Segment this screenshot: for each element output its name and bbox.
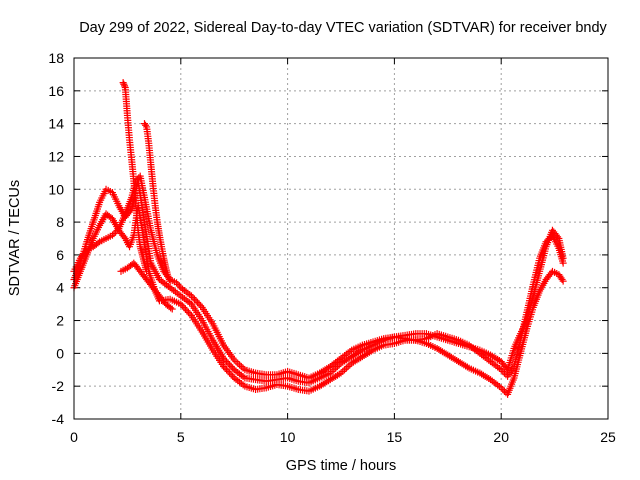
data-point [167, 304, 175, 312]
data-point [227, 371, 235, 379]
data-point [224, 367, 232, 375]
data-point [120, 233, 128, 241]
data-point [224, 359, 232, 367]
data-point [168, 305, 176, 313]
data-point [108, 231, 116, 239]
data-point [227, 362, 235, 370]
data-point [342, 364, 350, 372]
series-spike-c [117, 259, 176, 313]
data-point [187, 292, 195, 300]
data-point [192, 297, 200, 305]
data-point [164, 272, 172, 280]
data-point [194, 298, 202, 306]
data-point [191, 295, 199, 303]
y-tick-label: 18 [48, 50, 64, 66]
y-axis-title: SDTVAR / TECUs [7, 180, 23, 296]
data-point [497, 366, 505, 374]
data-point [220, 362, 228, 370]
data-point [223, 358, 231, 366]
data-point [175, 282, 183, 290]
data-point [119, 79, 127, 87]
y-tick-label: 14 [48, 116, 64, 132]
data-point [181, 305, 189, 313]
data-point [558, 276, 566, 284]
series-track-c [70, 172, 567, 382]
data-point [221, 364, 229, 372]
x-tick-label: 10 [280, 429, 296, 445]
data-point [559, 259, 567, 267]
data-point [500, 369, 508, 377]
data-point [344, 362, 352, 370]
series-spike-b [140, 120, 174, 285]
x-tick-label: 5 [177, 429, 185, 445]
data-point [178, 302, 186, 310]
plot-frame [73, 57, 609, 420]
data-point [234, 359, 242, 367]
data-point [499, 385, 507, 393]
series-spike-a [119, 79, 151, 275]
chart-title: Day 299 of 2022, Sidereal Day-to-day VTE… [79, 20, 607, 36]
y-tick-label: 6 [56, 247, 64, 263]
data-point [545, 235, 553, 242]
y-tick-label: 12 [48, 148, 64, 164]
data-point [165, 276, 173, 284]
data-point [110, 230, 118, 238]
data-point [186, 310, 194, 318]
data-point [544, 236, 552, 244]
data-point [166, 277, 174, 285]
data-point [229, 372, 237, 380]
x-axis-title: GPS time / hours [286, 458, 396, 474]
data-point [559, 277, 567, 285]
data-point [497, 384, 505, 392]
data-point [223, 366, 231, 374]
data-point [120, 80, 128, 88]
data-point [341, 366, 349, 374]
x-tick-label: 0 [70, 429, 78, 445]
data-point [542, 238, 550, 246]
data-point [232, 358, 240, 366]
data-point [184, 308, 192, 316]
data-point [226, 361, 234, 369]
data-point [143, 267, 151, 275]
y-tick-label: 2 [56, 313, 64, 329]
y-tick-label: -4 [52, 411, 65, 427]
data-point [183, 307, 191, 315]
data-point [197, 302, 205, 310]
data-point [189, 294, 197, 302]
data-point [165, 274, 173, 282]
data-point [237, 362, 245, 370]
data-point [236, 361, 244, 369]
series-track-b [70, 202, 567, 398]
x-tick-label: 20 [493, 429, 509, 445]
x-tick-label: 15 [387, 429, 403, 445]
data-point [112, 228, 120, 236]
data-point [113, 226, 121, 234]
data-point [94, 239, 102, 247]
y-tick-label: -2 [52, 378, 65, 394]
y-tick-label: 10 [48, 181, 64, 197]
data-point [499, 367, 507, 375]
data-point [500, 387, 508, 395]
y-tick-label: 8 [56, 214, 64, 230]
y-tick-label: 4 [56, 280, 64, 296]
data-point [195, 300, 203, 308]
x-tick-label: 25 [600, 429, 616, 445]
data-point [121, 82, 129, 90]
data-point [177, 300, 185, 308]
data-point [226, 369, 234, 377]
data-point [229, 364, 237, 372]
y-tick-label: 0 [56, 345, 64, 361]
y-tick-label: 16 [48, 83, 64, 99]
data-point [180, 303, 188, 311]
points-layer [70, 79, 567, 398]
data-point [142, 121, 150, 129]
